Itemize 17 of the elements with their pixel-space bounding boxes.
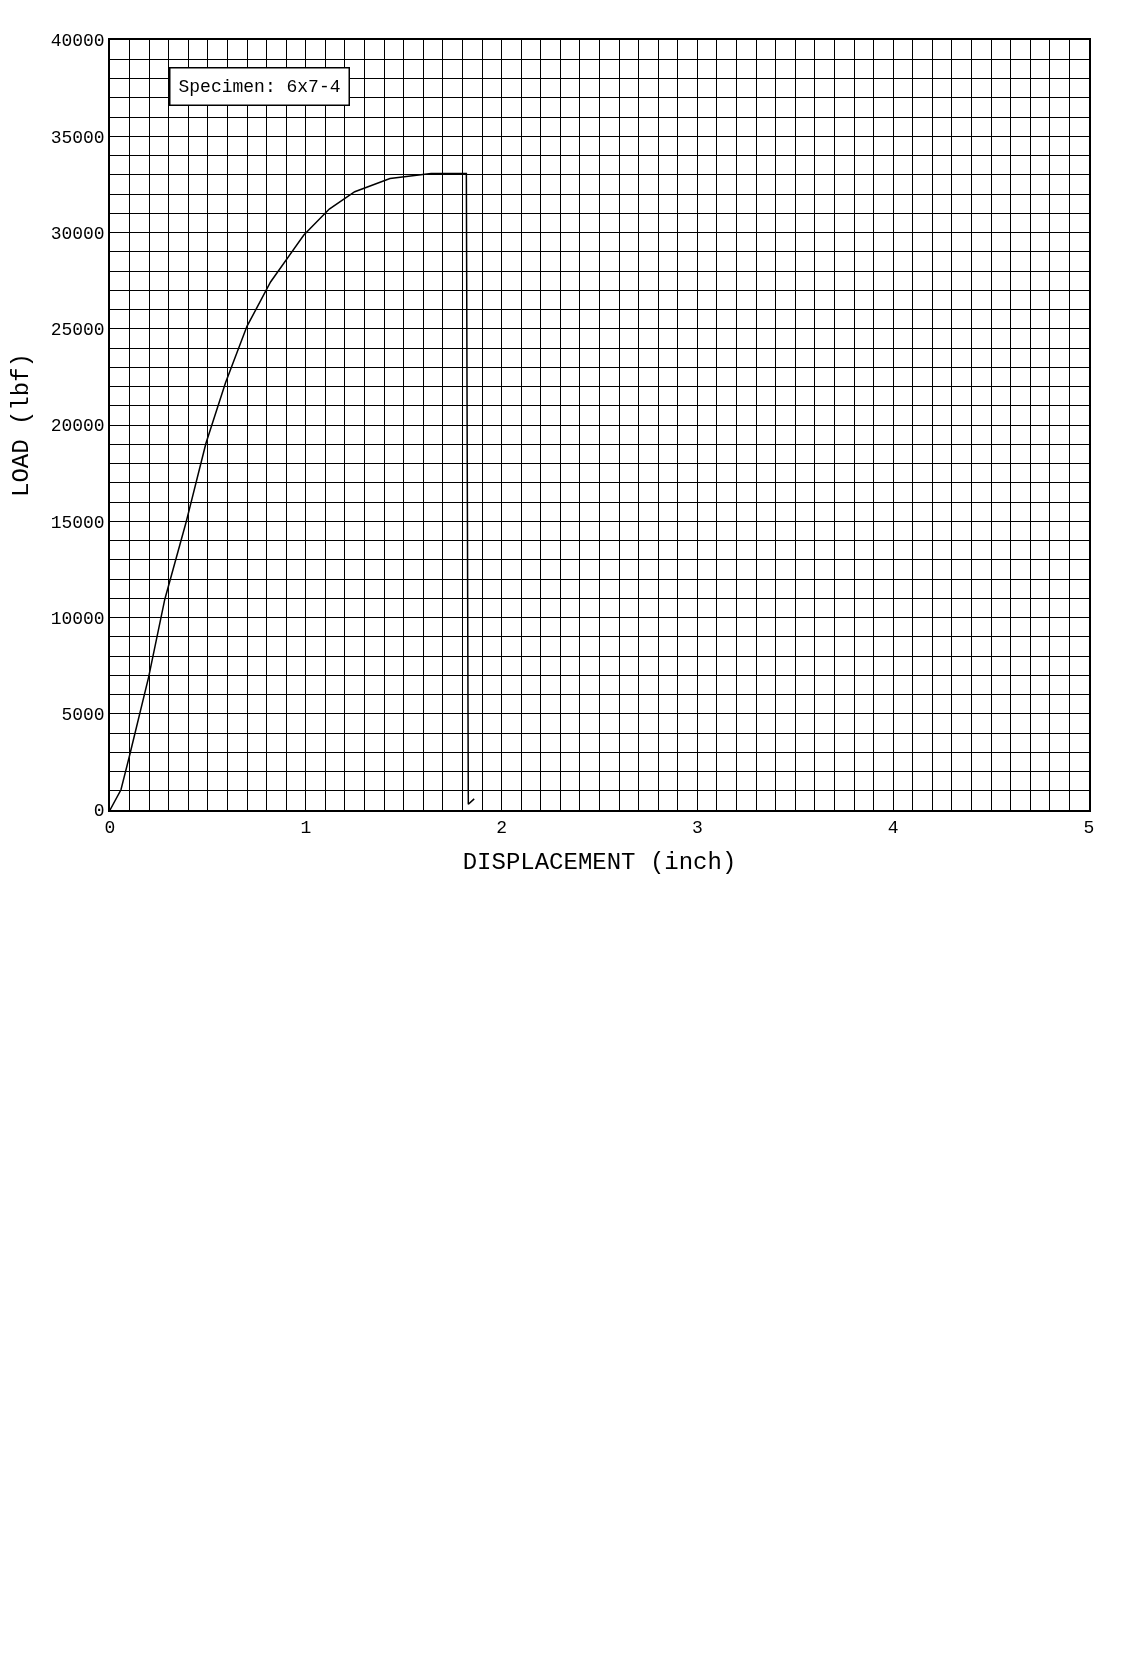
x-tick-label: 2 bbox=[496, 818, 508, 839]
y-tick-label: 35000 bbox=[50, 127, 105, 148]
x-tick-label: 1 bbox=[300, 818, 312, 839]
y-tick-label: 30000 bbox=[50, 223, 105, 244]
x-tick-label: 3 bbox=[691, 818, 703, 839]
y-tick-label: 20000 bbox=[50, 416, 105, 437]
x-tick-label: 5 bbox=[1083, 818, 1095, 839]
y-tick-label: 10000 bbox=[50, 608, 105, 629]
x-axis-title: DISPLACEMENT (inch) bbox=[462, 849, 737, 877]
x-tick-label: 4 bbox=[887, 818, 899, 839]
y-tick-label: 15000 bbox=[50, 512, 105, 533]
y-tick-label: 40000 bbox=[50, 31, 105, 52]
y-tick-label: 0 bbox=[93, 801, 105, 822]
y-tick-label: 5000 bbox=[61, 705, 105, 726]
y-axis-title: LOAD (lbf) bbox=[8, 352, 36, 498]
y-tick-label: 25000 bbox=[50, 320, 105, 341]
annotation: Specimen: 6x7-4 bbox=[178, 76, 341, 97]
